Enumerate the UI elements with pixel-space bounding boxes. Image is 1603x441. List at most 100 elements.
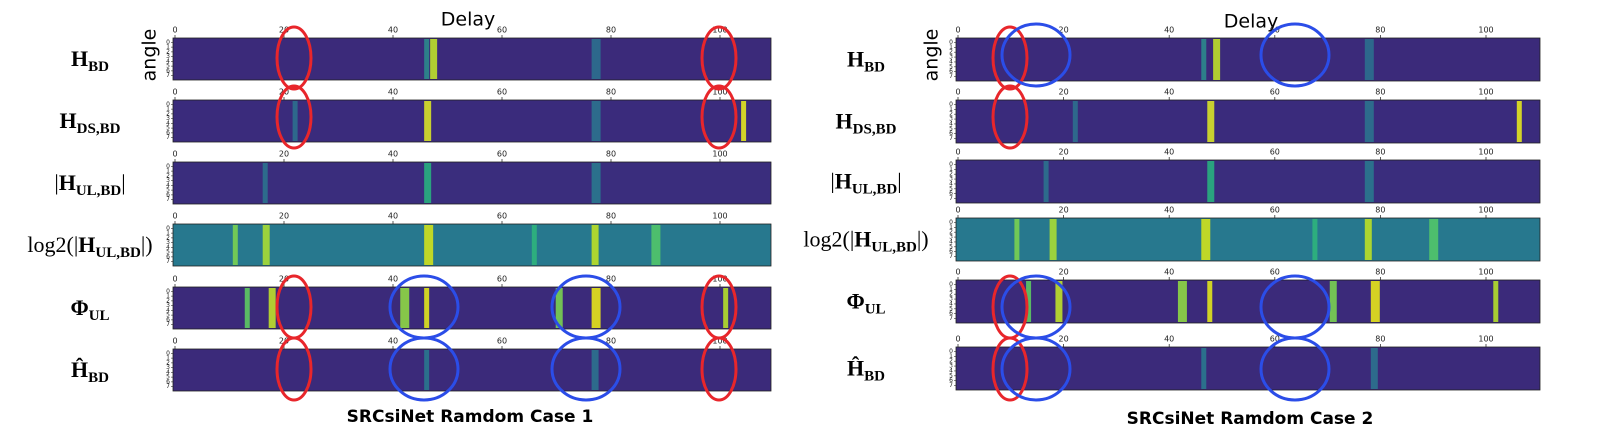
y-tick-label: 0 bbox=[949, 219, 953, 226]
heatmap-cell bbox=[1429, 219, 1439, 260]
y-tick-label: 1 bbox=[949, 353, 953, 360]
heatmap-cell bbox=[1201, 348, 1207, 389]
y-tick-label: 6 bbox=[949, 68, 953, 75]
y-tick-label: 5 bbox=[949, 63, 953, 70]
y-tick-label: 7 bbox=[166, 134, 170, 141]
x-tick-label: 80 bbox=[606, 150, 616, 159]
x-tick-label: 60 bbox=[497, 275, 507, 284]
y-tick-label: 3 bbox=[949, 296, 953, 303]
row-label: ΦUL bbox=[70, 295, 109, 324]
row-label-subscript: UL,BD bbox=[95, 245, 141, 261]
y-tick-label: 6 bbox=[949, 377, 953, 384]
row-label-symbol: Φ bbox=[846, 289, 864, 314]
y-tick-label: 4 bbox=[166, 120, 170, 127]
row-label-symbol: H bbox=[836, 109, 853, 134]
row-label: |HUL,BD| bbox=[830, 169, 901, 198]
caption: SRCsiNet Ramdom Case 2 bbox=[1127, 409, 1374, 429]
x-tick-label: 100 bbox=[712, 337, 727, 346]
y-tick-label: 2 bbox=[949, 229, 953, 236]
y-tick-label: 2 bbox=[166, 297, 170, 304]
heatmap-cell bbox=[555, 288, 563, 328]
x-tick-label: 80 bbox=[1375, 335, 1385, 344]
row-label-suffix: | bbox=[897, 169, 901, 194]
x-tick-label: 100 bbox=[712, 275, 727, 284]
y-tick-label: 0 bbox=[949, 348, 953, 355]
blue-ellipse bbox=[1000, 336, 1072, 402]
heatmap-cell bbox=[723, 288, 729, 328]
red-ellipse bbox=[275, 336, 313, 402]
y-tick-label: 5 bbox=[949, 372, 953, 379]
x-tick-label: 20 bbox=[279, 150, 289, 159]
y-tick-label: 3 bbox=[949, 176, 953, 183]
y-tick-label: 4 bbox=[949, 367, 953, 374]
heatmap-cell bbox=[1072, 101, 1078, 142]
row-label-symbol: H bbox=[847, 47, 864, 72]
y-tick-label: 7 bbox=[166, 321, 170, 328]
red-ellipse bbox=[700, 336, 738, 402]
y-tick-label: 0 bbox=[166, 288, 170, 295]
heatmap-cell bbox=[1026, 281, 1032, 322]
x-tick-label: 20 bbox=[1059, 335, 1069, 344]
x-tick-label: 20 bbox=[279, 337, 289, 346]
heatmap bbox=[955, 346, 1541, 391]
y-tick-label: 3 bbox=[166, 302, 170, 309]
y-tick-label: 5 bbox=[949, 243, 953, 250]
blue-ellipse bbox=[388, 336, 460, 402]
heatmap-cell bbox=[591, 225, 599, 265]
y-tick-label: 0 bbox=[949, 101, 953, 108]
x-tick-label: 100 bbox=[1478, 335, 1493, 344]
y-tick-label: 5 bbox=[949, 185, 953, 192]
x-tick-label: 0 bbox=[955, 26, 960, 35]
y-tick-label: 6 bbox=[949, 190, 953, 197]
x-tick-label: 80 bbox=[606, 26, 616, 35]
y-tick-label: 6 bbox=[166, 316, 170, 323]
row-label-prefix: | bbox=[830, 169, 834, 194]
y-tick-label: 2 bbox=[949, 358, 953, 365]
red-ellipse bbox=[700, 84, 738, 150]
y-tick-label: 3 bbox=[166, 364, 170, 371]
heatmap-cell bbox=[1055, 281, 1063, 322]
row-label: HBD bbox=[847, 47, 885, 76]
y-tick-label: 2 bbox=[949, 111, 953, 118]
y-tick-label: 4 bbox=[949, 300, 953, 307]
heatmap-cell bbox=[651, 225, 661, 265]
x-tick-label: 80 bbox=[606, 275, 616, 284]
y-tick-label: 2 bbox=[949, 171, 953, 178]
y-tick-label: 1 bbox=[166, 230, 170, 237]
y-tick-label: 4 bbox=[949, 58, 953, 65]
y-tick-label: 0 bbox=[166, 39, 170, 46]
heatmap-cell bbox=[1207, 101, 1215, 142]
x-tick-label: 20 bbox=[1059, 206, 1069, 215]
heatmap-cell bbox=[1213, 39, 1221, 80]
heatmap-cell bbox=[1364, 39, 1374, 80]
heatmap-cell bbox=[1370, 281, 1380, 322]
x-tick-label: 60 bbox=[497, 337, 507, 346]
blue-ellipse bbox=[1259, 22, 1331, 88]
x-tick-label: 80 bbox=[1375, 26, 1385, 35]
row-label-symbol: Ĥ bbox=[847, 356, 864, 381]
heatmap-cell bbox=[268, 288, 276, 328]
x-tick-label: 100 bbox=[1478, 268, 1493, 277]
heatmap bbox=[172, 161, 772, 205]
x-tick-label: 40 bbox=[388, 212, 398, 221]
y-tick-label: 3 bbox=[166, 53, 170, 60]
y-tick-label: 4 bbox=[166, 307, 170, 314]
y-tick-label: 2 bbox=[166, 359, 170, 366]
red-ellipse bbox=[275, 84, 313, 150]
x-tick-label: 20 bbox=[279, 275, 289, 284]
heatmap bbox=[955, 279, 1541, 324]
blue-ellipse bbox=[1000, 22, 1072, 88]
row-label-subscript: BD bbox=[864, 369, 885, 385]
y-tick-label: 0 bbox=[166, 163, 170, 170]
x-tick-label: 40 bbox=[1164, 148, 1174, 157]
x-tick-label: 80 bbox=[1375, 88, 1385, 97]
heatmap-cell bbox=[591, 101, 601, 141]
heatmap-cell bbox=[292, 101, 298, 141]
row-label-suffix: | bbox=[121, 170, 125, 195]
heatmap bbox=[172, 223, 772, 267]
y-tick-label: 0 bbox=[949, 161, 953, 168]
x-tick-label: 100 bbox=[1478, 88, 1493, 97]
y-tick-label: 3 bbox=[166, 239, 170, 246]
y-tick-label: 1 bbox=[949, 224, 953, 231]
